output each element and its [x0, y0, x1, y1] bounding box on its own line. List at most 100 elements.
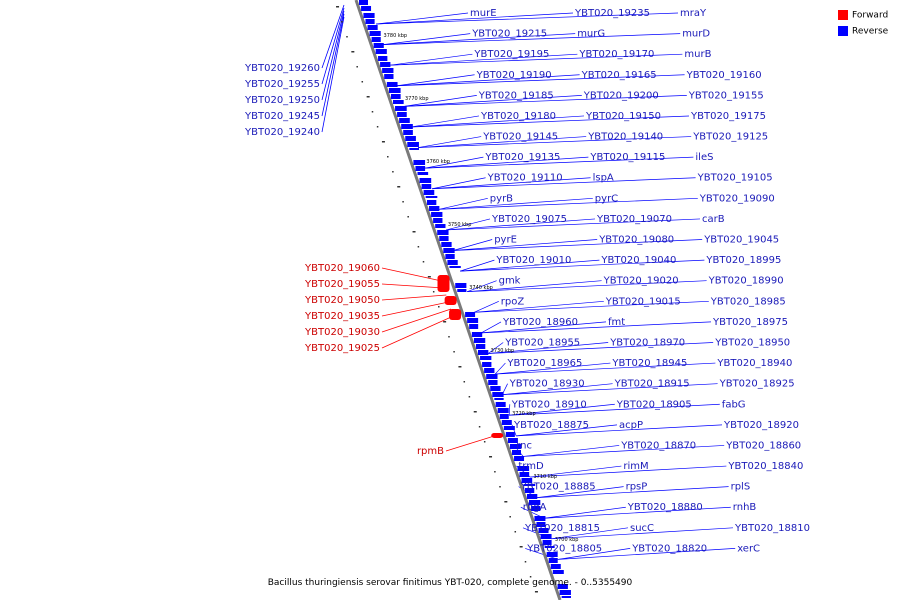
gene-label: YBT020_19015 [605, 296, 681, 307]
tick-mark [448, 336, 450, 338]
gene-reverse [486, 374, 498, 379]
ruler-label: 3750 kbp [448, 222, 472, 228]
gene-label: YBT020_18860 [725, 440, 801, 451]
gene-label: YBT020_19260 [244, 63, 320, 74]
leader-line [383, 33, 471, 45]
gene-reverse [503, 426, 515, 430]
leader-line [321, 4, 345, 69]
gene-label: YBT020_19045 [703, 235, 779, 246]
leader-line [453, 239, 598, 251]
gene-reverse [369, 31, 381, 36]
leader-line [381, 315, 454, 349]
leader-line [474, 300, 709, 313]
tick-mark [366, 96, 370, 98]
gene-label: YBT020_19195 [473, 49, 549, 60]
leader-line [425, 156, 694, 169]
gene-label: YBT020_18985 [710, 296, 786, 307]
ruler-label: 3700 kbp [555, 537, 579, 543]
gene-label: YBT020_19165 [581, 70, 657, 81]
leader-line [474, 300, 499, 313]
gene-label: YBT020_19150 [585, 111, 661, 122]
gene-label: YBT020_18955 [504, 337, 580, 348]
leader-line [376, 12, 574, 25]
gene-reverse [403, 130, 413, 135]
ruler-label: 3770 kbp [405, 96, 429, 102]
leader-line [390, 53, 683, 66]
leader-line [453, 239, 493, 251]
gene-label: YBT020_19190 [476, 70, 552, 81]
leader-line [432, 177, 591, 190]
gene-label: pyrE [494, 235, 517, 246]
gene-reverse [524, 488, 535, 493]
tick-mark [509, 516, 511, 518]
ruler-label: 3720 kbp [512, 411, 536, 417]
gene-label: YBT020_19240 [244, 127, 320, 138]
leader-line [487, 342, 504, 354]
leader-line [439, 197, 593, 210]
leader-line [502, 383, 613, 396]
leader-line [439, 197, 698, 210]
gene-reverse [365, 19, 375, 24]
gene-reverse [407, 142, 419, 147]
gene-label: YBT020_18960 [502, 317, 578, 328]
leader-line [321, 16, 345, 133]
tick-mark [443, 321, 447, 323]
leader-line [523, 445, 620, 457]
gene-label: YBT020_19245 [244, 111, 320, 122]
gene-label: YBT020_18990 [708, 276, 784, 287]
gene-reverse [388, 88, 401, 93]
gene-label: YBT020_19080 [598, 235, 674, 246]
gene-reverse [482, 362, 492, 367]
gene-forward [491, 433, 504, 438]
gene-reverse [455, 283, 467, 288]
gene-reverse [367, 25, 378, 30]
gene-reverse [439, 236, 449, 241]
leader-line [418, 136, 482, 148]
leader-line [404, 95, 582, 107]
gene-label: YBT020_19200 [583, 90, 659, 101]
legend-forward: Forward [838, 10, 888, 21]
gene-reverse [417, 172, 429, 175]
leader-line [418, 136, 692, 148]
leader-line [381, 301, 449, 317]
tick-mark [427, 276, 431, 278]
gene-label: YBT020_18910 [511, 399, 587, 410]
gene-label: trmD [518, 461, 544, 472]
leader-line [411, 115, 585, 128]
gene-label: YBT020_18875 [513, 420, 589, 431]
gene-label: YBT020_18810 [734, 523, 810, 534]
gene-reverse [531, 506, 541, 511]
gene-reverse [484, 368, 495, 373]
gene-reverse [490, 386, 501, 391]
leader-line [460, 259, 705, 272]
gene-reverse [378, 56, 388, 61]
gene-label: YBT020_18940 [716, 358, 792, 369]
tick-mark [483, 441, 486, 443]
tick-mark [392, 171, 394, 173]
gene-label: murD [682, 29, 710, 40]
gene-label: fabG [722, 399, 746, 410]
leader-line [467, 280, 707, 293]
gene-label: rimM [623, 461, 648, 472]
gene-label: YBT020_19090 [699, 193, 775, 204]
leader-line [516, 424, 723, 437]
gene-reverse [380, 62, 391, 67]
gene-reverse [457, 289, 467, 292]
gene-reverse [397, 112, 407, 117]
gene-label: carB [702, 214, 725, 225]
gene-reverse [431, 212, 443, 217]
gene-label: YBT020_19060 [304, 263, 380, 274]
gene-label: YBT020_19185 [478, 90, 554, 101]
tick-mark [387, 156, 389, 158]
leader-line [411, 115, 480, 128]
leader-line [411, 115, 690, 128]
leader-line [495, 362, 716, 375]
gene-label: mraY [680, 8, 707, 19]
gene-reverse [523, 484, 536, 486]
gene-reverse [552, 570, 564, 574]
gene-forward [437, 275, 450, 292]
gene-reverse [384, 74, 394, 79]
gene-label: YBT020_18920 [723, 420, 799, 431]
leader-line [397, 74, 685, 87]
tick-mark [346, 36, 348, 38]
